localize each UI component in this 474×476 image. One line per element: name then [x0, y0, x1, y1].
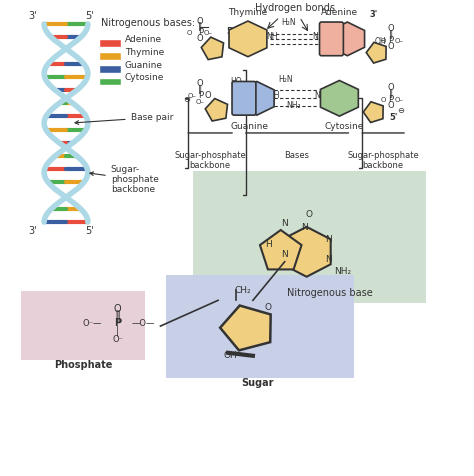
Text: N: N [282, 250, 288, 259]
Text: HO: HO [230, 78, 242, 87]
Text: ‖: ‖ [115, 309, 121, 322]
Text: O–: O– [204, 30, 213, 36]
Text: 5': 5' [85, 226, 94, 236]
Text: ‖: ‖ [198, 85, 202, 94]
Text: NH: NH [268, 91, 280, 100]
Text: Thymine: Thymine [125, 48, 164, 57]
Text: H₂N: H₂N [282, 18, 296, 27]
Text: O: O [381, 38, 386, 44]
Text: O–: O– [395, 38, 403, 44]
Text: P: P [389, 95, 393, 104]
Polygon shape [240, 81, 274, 115]
Polygon shape [201, 37, 224, 60]
Text: O: O [388, 83, 394, 92]
Text: 5': 5' [226, 27, 235, 36]
Text: O: O [187, 30, 197, 36]
Text: N: N [313, 32, 319, 41]
Text: Adenine: Adenine [321, 8, 358, 17]
Text: O: O [381, 97, 386, 103]
Polygon shape [283, 227, 331, 277]
Text: Guanine: Guanine [231, 122, 269, 131]
Polygon shape [366, 42, 386, 63]
Text: Nitrogenous base: Nitrogenous base [287, 288, 373, 298]
Text: N: N [325, 255, 332, 264]
Text: ‖: ‖ [389, 30, 393, 39]
Text: O: O [197, 34, 203, 43]
Text: OH: OH [374, 37, 386, 46]
Text: O: O [197, 79, 203, 89]
Text: Nitrogenous bases:: Nitrogenous bases: [101, 18, 195, 28]
Text: O: O [388, 101, 394, 110]
Text: P: P [198, 28, 203, 37]
FancyBboxPatch shape [166, 275, 354, 377]
Text: Sugar-
phosphate
backbone: Sugar- phosphate backbone [90, 165, 159, 194]
Text: Guanine: Guanine [125, 60, 163, 69]
Text: P: P [389, 36, 393, 45]
Text: NH₂: NH₂ [286, 101, 301, 110]
Text: O⁻—: O⁻— [82, 319, 102, 328]
FancyBboxPatch shape [21, 291, 145, 360]
Text: 3': 3' [28, 226, 36, 236]
Text: O–: O– [196, 99, 205, 105]
Text: H: H [265, 240, 272, 249]
Text: ‖: ‖ [198, 22, 202, 31]
Text: 5': 5' [85, 11, 94, 21]
Polygon shape [330, 22, 365, 56]
Text: NH: NH [266, 32, 278, 41]
Text: Adenine: Adenine [125, 35, 162, 44]
Text: Sugar: Sugar [242, 377, 274, 387]
Text: O: O [197, 17, 203, 26]
Text: O–: O– [188, 93, 197, 99]
Text: Thymine: Thymine [228, 8, 267, 17]
Text: H₂N: H₂N [278, 76, 293, 84]
FancyBboxPatch shape [232, 81, 256, 115]
Text: O: O [114, 304, 121, 314]
Text: Sugar-phosphate
backbone: Sugar-phosphate backbone [347, 151, 419, 170]
Text: ⊖: ⊖ [183, 95, 190, 104]
Text: O: O [264, 303, 271, 312]
Text: N: N [301, 223, 308, 232]
Text: O⁻: O⁻ [112, 335, 123, 344]
Text: —O—: —O— [132, 319, 155, 328]
FancyBboxPatch shape [99, 52, 121, 60]
Text: 3': 3' [369, 10, 377, 19]
Polygon shape [220, 306, 271, 350]
Text: Bases: Bases [284, 151, 309, 160]
Text: 5': 5' [389, 113, 398, 122]
Text: 3': 3' [28, 11, 36, 21]
Polygon shape [260, 230, 301, 269]
Text: P: P [114, 318, 121, 328]
Text: Phosphate: Phosphate [54, 360, 112, 370]
FancyBboxPatch shape [99, 78, 121, 85]
Text: O: O [388, 24, 394, 33]
Text: O: O [388, 42, 394, 51]
Text: ⊖: ⊖ [398, 106, 404, 115]
FancyBboxPatch shape [193, 170, 426, 303]
Text: Cytosine: Cytosine [125, 73, 164, 82]
Polygon shape [320, 80, 358, 116]
FancyBboxPatch shape [99, 39, 121, 47]
Text: N: N [282, 219, 288, 228]
Polygon shape [363, 102, 383, 122]
Text: ‖: ‖ [389, 89, 393, 99]
Text: Sugar-phosphate
backbone: Sugar-phosphate backbone [174, 151, 246, 170]
Polygon shape [229, 21, 267, 57]
FancyBboxPatch shape [99, 65, 121, 72]
Text: N: N [325, 235, 332, 244]
Text: OH: OH [223, 351, 237, 360]
Text: Cytosine: Cytosine [325, 122, 364, 131]
Text: Base pair: Base pair [75, 113, 173, 124]
Text: O: O [205, 91, 211, 100]
Text: Hydrogen bonds: Hydrogen bonds [255, 3, 335, 13]
Text: NH₂: NH₂ [335, 267, 352, 276]
Text: P: P [198, 91, 203, 100]
Text: CH₂: CH₂ [235, 287, 251, 296]
FancyBboxPatch shape [319, 22, 343, 56]
Polygon shape [205, 99, 228, 121]
Text: N: N [315, 91, 320, 100]
Text: |: | [116, 326, 119, 337]
Text: O–: O– [395, 97, 403, 103]
Text: O: O [305, 210, 312, 219]
